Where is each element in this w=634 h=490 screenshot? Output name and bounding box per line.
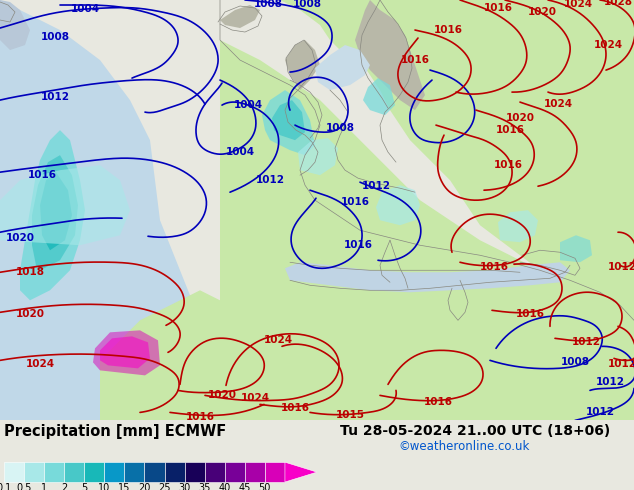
Text: 1016: 1016	[27, 170, 56, 180]
Text: 1008: 1008	[254, 0, 283, 9]
Text: 0.5: 0.5	[16, 483, 32, 490]
Text: 1016: 1016	[186, 413, 214, 422]
Polygon shape	[298, 138, 338, 175]
Text: 15: 15	[118, 483, 131, 490]
Polygon shape	[498, 210, 538, 242]
Bar	[124, 462, 145, 482]
Text: 1024: 1024	[593, 40, 623, 50]
Bar	[105, 462, 124, 482]
Text: 1020: 1020	[505, 113, 534, 123]
Polygon shape	[20, 130, 85, 300]
Text: 1008: 1008	[560, 357, 590, 368]
Text: 1016: 1016	[434, 25, 462, 35]
Text: 50: 50	[259, 483, 271, 490]
Text: 1012: 1012	[256, 175, 285, 185]
Text: 1008: 1008	[325, 123, 354, 133]
Text: 1012: 1012	[595, 377, 624, 388]
Text: 1016: 1016	[479, 262, 508, 272]
Polygon shape	[560, 235, 592, 262]
Text: 1028: 1028	[604, 0, 633, 7]
Text: 1016: 1016	[496, 125, 524, 135]
Text: 1012: 1012	[586, 407, 614, 417]
Text: 25: 25	[158, 483, 171, 490]
Text: 1020: 1020	[207, 391, 236, 400]
Text: 1020: 1020	[527, 7, 557, 17]
Polygon shape	[40, 172, 72, 250]
Text: 1012: 1012	[571, 337, 600, 347]
Polygon shape	[272, 100, 305, 140]
Text: 0.1: 0.1	[0, 483, 11, 490]
Polygon shape	[285, 462, 317, 482]
Text: 1012: 1012	[41, 92, 70, 102]
Text: 2: 2	[61, 483, 67, 490]
Polygon shape	[376, 185, 420, 225]
Polygon shape	[285, 262, 570, 293]
Polygon shape	[0, 0, 30, 50]
Text: 20: 20	[138, 483, 151, 490]
Text: 1020: 1020	[6, 233, 34, 243]
Polygon shape	[93, 330, 160, 375]
Text: 1004: 1004	[70, 4, 100, 14]
Text: 1004: 1004	[226, 147, 255, 157]
Text: Precipitation [mm] ECMWF: Precipitation [mm] ECMWF	[4, 424, 226, 440]
Text: Tu 28-05-2024 21..00 UTC (18+06): Tu 28-05-2024 21..00 UTC (18+06)	[340, 424, 611, 439]
Text: 10: 10	[98, 483, 110, 490]
Bar	[165, 462, 184, 482]
Polygon shape	[355, 0, 425, 110]
Text: 1020: 1020	[15, 309, 44, 319]
Text: 1024: 1024	[264, 335, 292, 345]
Text: 30: 30	[179, 483, 191, 490]
Text: 1016: 1016	[344, 240, 373, 250]
Text: 35: 35	[198, 483, 211, 490]
Text: 1024: 1024	[25, 359, 55, 369]
Polygon shape	[0, 0, 220, 420]
Bar	[4, 462, 24, 482]
Text: 1012: 1012	[361, 181, 391, 191]
Bar	[205, 462, 224, 482]
Text: 1024: 1024	[543, 99, 573, 109]
Text: 1024: 1024	[240, 393, 269, 403]
Text: 1016: 1016	[340, 197, 370, 207]
Bar	[64, 462, 84, 482]
Polygon shape	[315, 45, 370, 90]
Text: 1016: 1016	[401, 55, 429, 65]
Polygon shape	[280, 0, 634, 345]
Text: 1012: 1012	[607, 262, 634, 272]
Polygon shape	[220, 0, 634, 420]
Text: 1024: 1024	[564, 0, 593, 9]
Text: 1016: 1016	[484, 3, 512, 13]
Bar	[184, 462, 205, 482]
Text: 45: 45	[238, 483, 251, 490]
Bar	[265, 462, 285, 482]
Bar	[24, 462, 44, 482]
Bar	[145, 462, 165, 482]
Bar	[224, 462, 245, 482]
Text: 1008: 1008	[292, 0, 321, 9]
Bar	[84, 462, 105, 482]
Bar	[245, 462, 265, 482]
Text: 1015: 1015	[335, 411, 365, 420]
Polygon shape	[100, 290, 280, 420]
Polygon shape	[100, 336, 150, 368]
Text: 1012: 1012	[607, 359, 634, 369]
Text: 1004: 1004	[233, 100, 262, 110]
Bar	[44, 462, 64, 482]
Polygon shape	[220, 5, 260, 28]
Text: 1016: 1016	[280, 403, 309, 414]
Text: 1: 1	[41, 483, 47, 490]
Text: 1016: 1016	[493, 160, 522, 170]
Text: 40: 40	[219, 483, 231, 490]
Text: 1016: 1016	[424, 397, 453, 407]
Polygon shape	[0, 165, 130, 245]
Text: 1018: 1018	[15, 267, 44, 277]
Polygon shape	[363, 78, 395, 115]
Polygon shape	[262, 90, 315, 155]
Polygon shape	[285, 40, 320, 90]
Text: 1016: 1016	[515, 309, 545, 319]
Polygon shape	[32, 155, 78, 270]
Text: 1008: 1008	[41, 32, 70, 42]
Text: ©weatheronline.co.uk: ©weatheronline.co.uk	[398, 441, 529, 453]
Text: 5: 5	[81, 483, 87, 490]
